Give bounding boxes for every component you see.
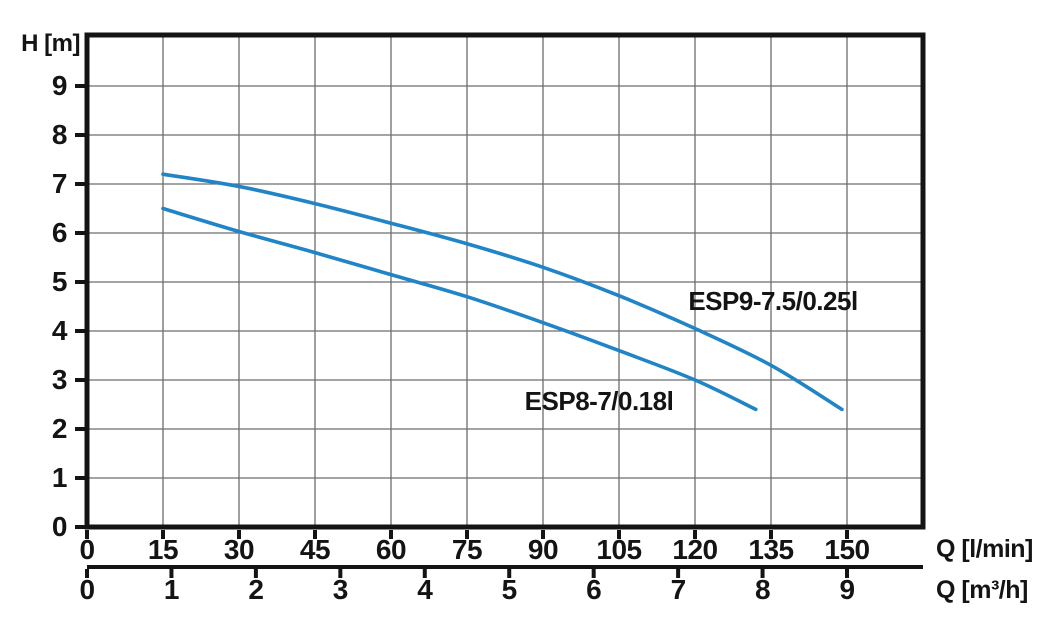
x-tick-label-lmin: 30 [223,534,255,565]
y-tick-label: 4 [51,315,68,346]
x-tick-label-lmin: 75 [451,534,483,565]
curve-label-esp9: ESP9-7.5/0.25l [688,286,858,316]
x-tick-label-m3h: 4 [417,574,433,605]
x-tick-label-m3h: 0 [79,574,95,605]
x-tick-label-m3h: 5 [501,574,518,605]
x-tick-label-lmin: 120 [672,534,718,565]
y-tick-label: 5 [51,266,68,297]
x-tick-label-m3h: 6 [586,574,602,605]
y-axis-title: H [m] [21,30,80,57]
plot-border [84,32,926,530]
x-axis-title-m3h: Q [m³/h] [936,576,1028,604]
x-tick-label-lmin: 15 [147,534,179,565]
x-tick-label-lmin: 150 [824,534,870,565]
x-tick-label-lmin: 135 [748,534,794,565]
pump-curve-upper [161,172,844,412]
y-tick-label: 8 [51,119,68,150]
y-tick-label: 7 [51,168,68,199]
y-tick-label: 3 [51,364,68,395]
y-tick-label: 9 [51,70,68,101]
x-tick-label-m3h: 7 [670,574,687,605]
x-tick-label-m3h: 2 [248,574,264,605]
y-tick-label: 2 [51,413,68,444]
x-tick-label-lmin: 0 [79,534,95,565]
curve-label-esp8: ESP8-7/0.18l [524,386,674,416]
x-axis-title-lmin: Q [l/min] [936,535,1033,563]
x-tick-label-m3h: 3 [332,574,349,605]
y-tick-label: 0 [51,511,68,542]
x-tick-label-m3h: 9 [839,574,855,605]
y-tick-label: 6 [51,217,68,248]
pump-curve-lower [161,206,758,412]
y-tick-label: 1 [51,462,68,493]
x-tick-label-lmin: 105 [596,534,642,565]
x-tick-label-m3h: 1 [163,574,180,605]
x-tick-label-lmin: 45 [299,534,331,565]
x-tick-label-lmin: 90 [527,534,559,565]
x-tick-label-m3h: 8 [755,574,771,605]
x-tick-label-lmin: 60 [375,534,407,565]
